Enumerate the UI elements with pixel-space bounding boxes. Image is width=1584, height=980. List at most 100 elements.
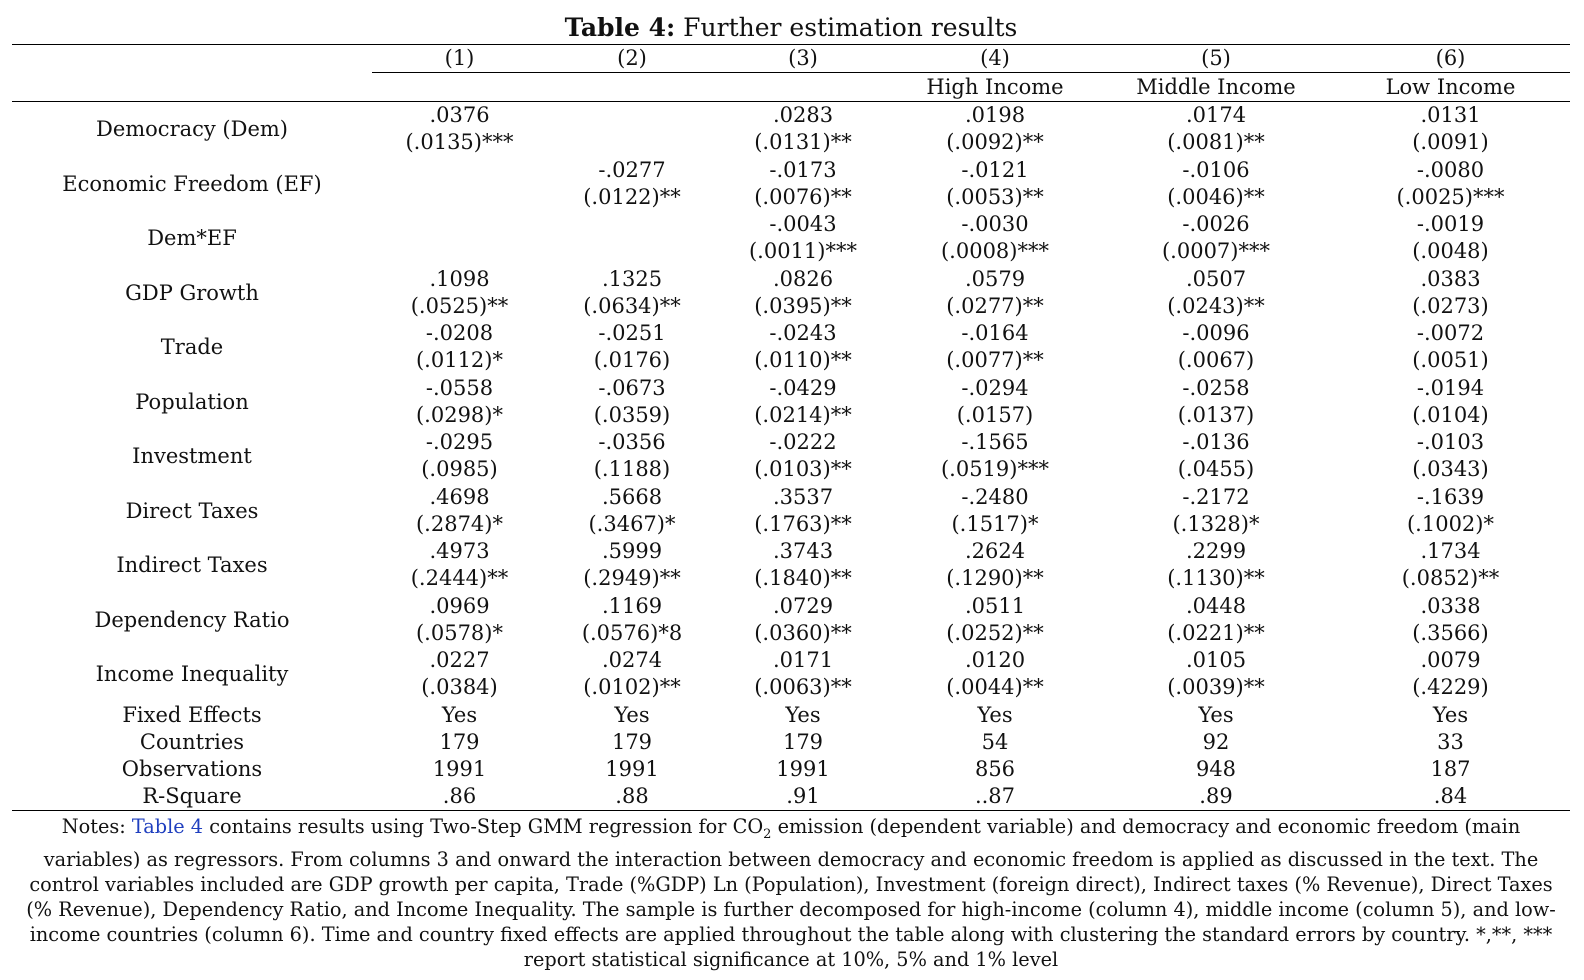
table-cell: -.0277 (.0122)**	[547, 157, 717, 212]
standard-error: (.0076)**	[754, 184, 852, 209]
table-cell: .1169 (.0576)*8	[547, 593, 717, 648]
summary-row: R-Square .86.88.91 ..87.89.84	[12, 783, 1570, 812]
standard-error: (.0176)	[593, 348, 671, 373]
table-cell: .2299 (.1130)**	[1101, 538, 1331, 593]
standard-error: (.0081)**	[1167, 130, 1265, 155]
table-cell: .0507 (.0243)**	[1101, 266, 1331, 321]
standard-error: (.0578)*	[415, 620, 503, 645]
coefficient: -.0258	[1182, 375, 1250, 400]
coefficient: -.0558	[425, 375, 494, 400]
coefficient: .2299	[1185, 539, 1247, 564]
summary-cell: 856	[974, 756, 1016, 781]
coefficient: -.0429	[769, 375, 837, 400]
coefficient: -.0164	[961, 321, 1029, 346]
coefficient: .4698	[429, 484, 490, 509]
table-cell: -.0103 (.0343)	[1331, 429, 1570, 484]
coefficient: -.0103	[1416, 430, 1485, 455]
summary-cell: 1991	[776, 756, 830, 781]
coefficient: .0338	[1420, 593, 1481, 618]
coefficient: -.0080	[1416, 157, 1485, 182]
coefficient: -.0030	[961, 212, 1029, 237]
table-cell: .0579 (.0277)**	[889, 266, 1101, 321]
table-cell: -.0251 (.0176)	[547, 320, 717, 375]
coefficient: .0729	[772, 593, 834, 618]
standard-error: (.0519)***	[940, 457, 1049, 482]
summary-cell: 92	[1202, 729, 1230, 754]
standard-error: (.0112)*	[415, 348, 503, 373]
coefficient: .0131	[1420, 103, 1481, 128]
table-cell: -.0258 (.0137)	[1101, 375, 1331, 430]
row-label: Dependency Ratio	[94, 607, 290, 632]
table-cell: -.0194 (.0104)	[1331, 375, 1570, 430]
column-header: (4)	[889, 44, 1101, 73]
summary-cell: .88	[547, 783, 717, 812]
table-cell: .0448 (.0221)**	[1101, 593, 1331, 648]
table-notes: Notes: Table 4 contains results using Tw…	[12, 814, 1570, 972]
standard-error: (.1328)*	[1172, 511, 1260, 536]
row-label: R-Square	[12, 783, 372, 812]
coefficient: .0383	[1420, 266, 1481, 291]
table-cell: .3743 (.1840)**	[717, 538, 889, 593]
coefficient: -.0295	[425, 430, 494, 455]
row-label: Democracy (Dem)	[95, 117, 288, 142]
table-cell: .5999 (.2949)**	[547, 538, 717, 593]
table-cell: -.2172 (.1328)*	[1101, 484, 1331, 539]
coefficient: -.1639	[1416, 484, 1485, 509]
column-subheader: Low Income	[1331, 72, 1570, 102]
table-cell: -.0121 (.0053)**	[889, 157, 1101, 212]
table-title-label: Table 4:	[564, 13, 676, 42]
coefficient: .1169	[601, 593, 663, 618]
summary-cell: Yes	[1432, 702, 1469, 727]
coefficient: -.2172	[1182, 484, 1250, 509]
coefficient: .1734	[1420, 539, 1481, 564]
standard-error: (.0092)**	[946, 130, 1044, 155]
table-reference-link[interactable]: Table 4	[131, 815, 204, 839]
coefficient: .0579	[964, 266, 1026, 291]
table-title-text: Further estimation results	[675, 13, 1018, 42]
standard-error: (.0011)***	[748, 239, 857, 264]
coefficient: -.0356	[598, 430, 666, 455]
coefficient: -.0277	[598, 157, 666, 182]
coefficient: -.0673	[598, 375, 666, 400]
summary-cell: Yes	[977, 702, 1013, 727]
standard-error: (.4229)	[1412, 675, 1489, 700]
standard-error: (.0221)**	[1167, 620, 1265, 645]
standard-error: (.0298)*	[415, 402, 503, 427]
standard-error: (.0046)**	[1167, 184, 1265, 209]
coefficient: -.0251	[598, 321, 666, 346]
table-cell: -.0673 (.0359)	[547, 375, 717, 430]
standard-error: (.0137)	[1177, 402, 1255, 427]
table-cell: -.0026 (.0007)***	[1101, 211, 1331, 266]
standard-error: (.1002)*	[1406, 511, 1494, 536]
table-cell: -.0080 (.0025)***	[1331, 157, 1570, 212]
coefficient: -.0222	[769, 430, 837, 455]
coefficient: .0120	[964, 648, 1026, 673]
coefficient: -.0136	[1182, 430, 1250, 455]
table-row: GDP Growth .1098 (.0525)** .1325 (.0634)** .0…	[12, 266, 1570, 321]
coefficient: .1325	[601, 266, 663, 291]
summary-row: Observations 1991 1991 1991 856 948 187	[12, 756, 1570, 783]
standard-error: (.0576)*8	[581, 620, 683, 645]
table-cell	[372, 157, 547, 212]
standard-error: (.0103)**	[754, 457, 852, 482]
row-label: GDP Growth	[125, 280, 259, 305]
row-label: Countries	[139, 729, 245, 754]
row-label: Trade	[160, 335, 224, 360]
row-label: Observations	[121, 756, 263, 781]
table-cell: .0283 (.0131)**	[717, 102, 889, 157]
table-cell: .3537 (.1763)**	[717, 484, 889, 539]
row-label: Income Inequality	[95, 662, 289, 687]
column-subheader	[547, 72, 717, 102]
corner-cell	[12, 44, 372, 73]
table-row: Investment -.0295 (.0985) -.0356 (.1188) -.02…	[12, 429, 1570, 484]
standard-error: (.0048)	[1412, 239, 1489, 264]
coefficient: .4973	[429, 539, 490, 564]
table-cell: -.0096 (.0067)	[1101, 320, 1331, 375]
standard-error: (.3566)	[1412, 620, 1489, 645]
standard-error: (.0077)**	[946, 348, 1044, 373]
standard-error: (.0360)**	[754, 620, 852, 645]
standard-error: (.2874)*	[415, 511, 503, 536]
notes-subscript: 2	[763, 827, 772, 843]
table-row: Indirect Taxes .4973 (.2444)** .5999 (.2949)…	[12, 538, 1570, 593]
summary-row: Fixed Effects Yes Yes Yes Yes Yes Yes	[12, 702, 1570, 729]
